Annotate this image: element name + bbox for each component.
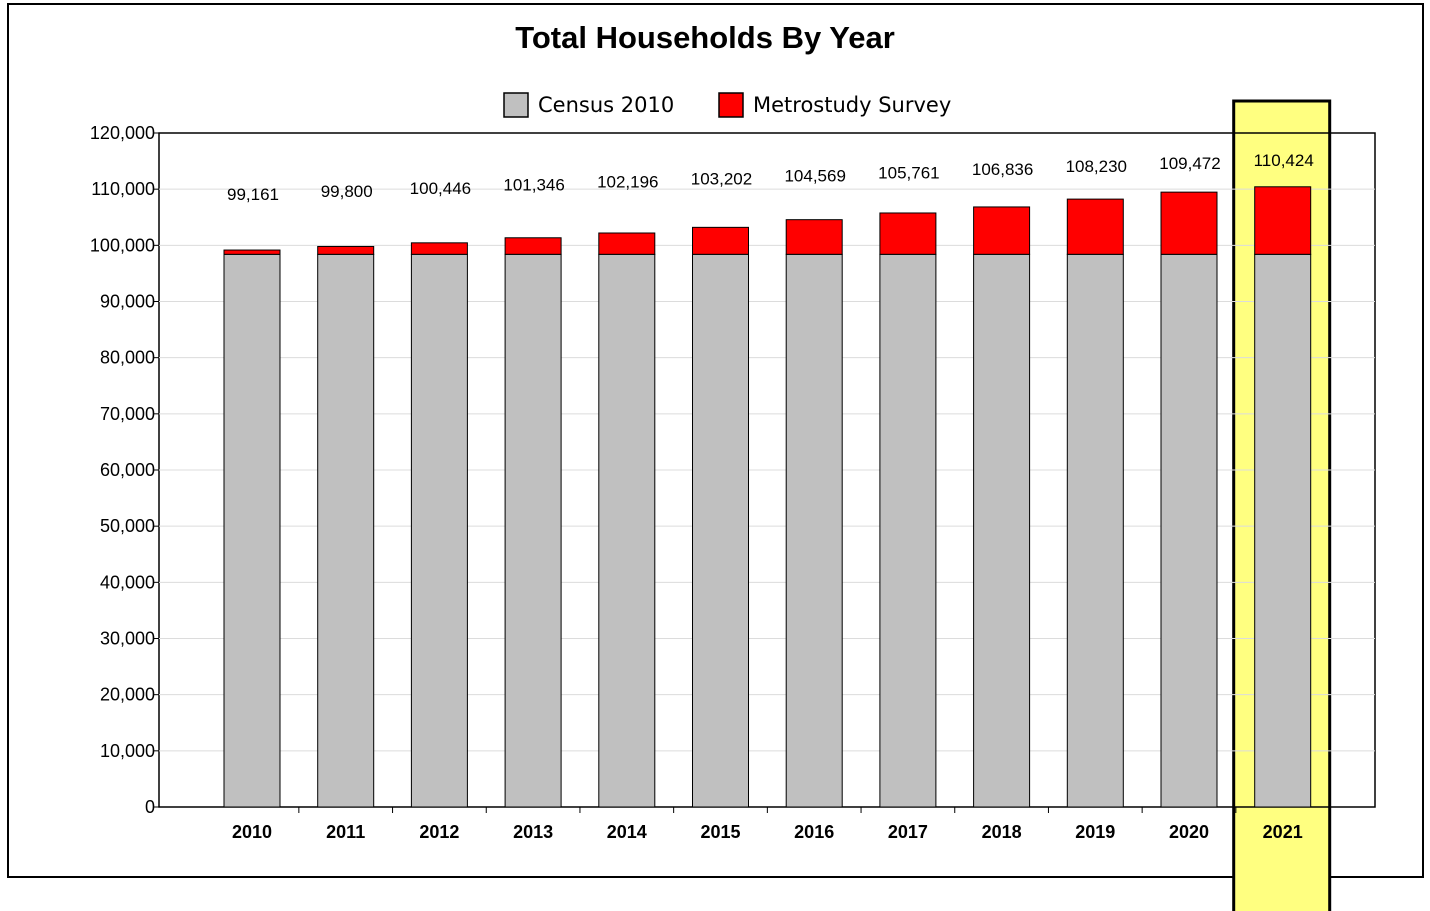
bar-metrostudy-survey	[410, 242, 468, 255]
x-tick-label: 2011	[326, 822, 365, 842]
bar-census-2010	[785, 253, 843, 808]
bar-metrostudy-survey	[1254, 186, 1312, 255]
bar-census-2010	[1254, 253, 1312, 808]
total-label: 99,161	[227, 185, 279, 204]
total-label: 105,761	[878, 163, 939, 182]
bar-metrostudy-survey	[973, 206, 1031, 255]
bar-metrostudy-survey	[785, 219, 843, 255]
bar-census-2010	[223, 253, 281, 808]
bar-census-2010	[879, 253, 937, 808]
bar-census-2010	[1160, 253, 1218, 808]
bar-metrostudy-survey	[504, 237, 562, 255]
y-tick-label: 70,000	[100, 404, 155, 424]
total-label: 110,424	[1254, 151, 1314, 170]
bar-census-2010	[598, 253, 656, 808]
y-tick-label: 110,000	[91, 179, 155, 199]
y-tick-label: 90,000	[100, 292, 155, 312]
total-label: 102,196	[597, 173, 658, 192]
legend-swatch-census-2010	[503, 92, 529, 118]
bar-metrostudy-survey	[879, 212, 937, 255]
x-tick-label: 2019	[1075, 822, 1115, 842]
x-tick-label: 2015	[700, 822, 740, 842]
total-label: 109,472	[1159, 154, 1220, 173]
total-label: 106,836	[972, 160, 1033, 179]
y-tick-label: 0	[145, 797, 155, 817]
x-tick-label: 2014	[607, 822, 647, 842]
x-tick-label: 2017	[888, 822, 928, 842]
x-tick-label: 2012	[419, 822, 459, 842]
y-tick-label: 10,000	[100, 741, 155, 761]
y-tick-label: 30,000	[100, 629, 155, 649]
total-label: 99,800	[321, 182, 373, 201]
bar-metrostudy-survey	[1066, 198, 1124, 255]
y-tick-label: 80,000	[100, 348, 155, 368]
bar-metrostudy-survey	[598, 232, 656, 255]
total-label: 100,446	[410, 179, 471, 198]
x-tick-label: 2020	[1169, 822, 1209, 842]
y-tick-label: 60,000	[100, 460, 155, 480]
legend-label-metrostudy-survey: Metrostudy Survey	[753, 93, 951, 117]
bar-census-2010	[410, 253, 468, 808]
total-label: 103,202	[691, 170, 752, 189]
y-tick-label: 40,000	[100, 572, 155, 592]
x-tick-label: 2013	[513, 822, 553, 842]
bar-metrostudy-survey	[692, 226, 749, 255]
bar-census-2010	[973, 253, 1031, 808]
y-tick-label: 20,000	[100, 685, 155, 705]
x-tick-label: 2018	[982, 822, 1022, 842]
bar-metrostudy-survey	[223, 249, 281, 255]
bar-census-2010	[317, 253, 375, 808]
bar-census-2010	[1066, 253, 1124, 808]
x-tick-label: 2016	[794, 822, 834, 842]
bar-census-2010	[692, 253, 749, 808]
x-tick-label: 2010	[232, 822, 272, 842]
y-tick-label: 100,000	[90, 235, 155, 255]
bar-census-2010	[504, 253, 562, 808]
chart-title: Total Households By Year	[515, 20, 895, 55]
legend-swatch-metrostudy-survey	[718, 92, 744, 118]
y-tick-label: 50,000	[100, 516, 155, 536]
legend-label-census-2010: Census 2010	[538, 93, 674, 117]
y-tick-label: 120,000	[90, 123, 155, 143]
total-label: 108,230	[1066, 157, 1127, 176]
x-tick-label: 2021	[1263, 822, 1303, 842]
total-label: 101,346	[503, 176, 564, 195]
total-label: 104,569	[784, 166, 845, 185]
bar-metrostudy-survey	[317, 245, 375, 255]
bar-metrostudy-survey	[1160, 191, 1218, 255]
